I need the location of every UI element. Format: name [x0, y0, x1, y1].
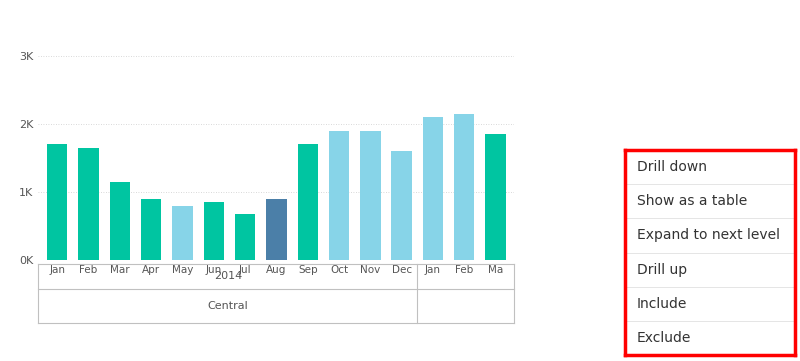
Bar: [423, 117, 443, 260]
Bar: [266, 199, 286, 260]
Bar: [298, 144, 318, 260]
Text: Show as a table: Show as a table: [637, 194, 747, 208]
Bar: [235, 214, 255, 260]
Text: Total Category Volume Over Time by Region: Total Category Volume Over Time by Regio…: [10, 19, 387, 34]
Text: Drill up: Drill up: [637, 262, 687, 277]
Bar: [47, 144, 67, 260]
Text: Include: Include: [637, 297, 687, 311]
Text: Central: Central: [207, 301, 248, 311]
Bar: [454, 114, 474, 260]
Bar: [172, 205, 193, 260]
Bar: [78, 148, 98, 260]
Bar: [203, 202, 224, 260]
Text: Expand to next level: Expand to next level: [637, 229, 780, 243]
Text: 2014: 2014: [214, 271, 242, 281]
Bar: [360, 131, 381, 260]
Text: Drill down: Drill down: [637, 160, 707, 174]
Bar: [486, 134, 506, 260]
Bar: [391, 151, 412, 260]
Bar: [141, 199, 162, 260]
Bar: [110, 182, 130, 260]
Text: Exclude: Exclude: [637, 331, 691, 345]
Bar: [329, 131, 350, 260]
